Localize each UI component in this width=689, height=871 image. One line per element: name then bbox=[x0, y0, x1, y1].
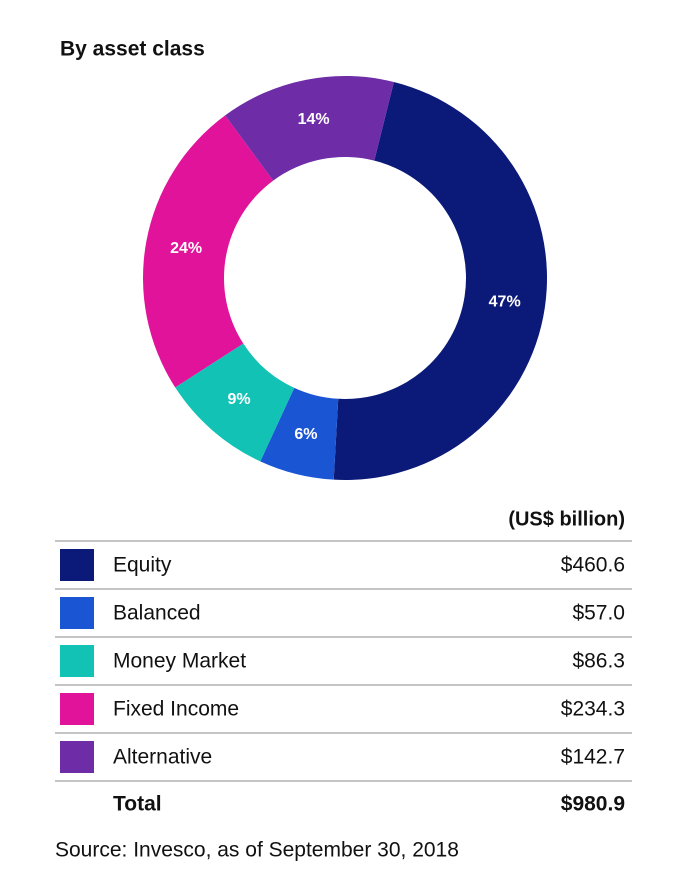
legend-swatch bbox=[60, 645, 94, 677]
total-amount: $980.9 bbox=[561, 793, 625, 816]
amount: $234.3 bbox=[561, 698, 625, 721]
amount: $460.6 bbox=[561, 554, 625, 577]
legend-swatch bbox=[60, 741, 94, 773]
legend-swatch bbox=[60, 549, 94, 581]
amount: $142.7 bbox=[561, 746, 625, 769]
total-label: Total bbox=[113, 793, 162, 816]
slice-label: 6% bbox=[294, 426, 317, 443]
legend-label: Equity bbox=[113, 554, 172, 577]
legend-swatch bbox=[60, 693, 94, 725]
legend-label: Alternative bbox=[113, 746, 212, 769]
legend-swatch bbox=[60, 597, 94, 629]
slice-label: 9% bbox=[227, 391, 250, 408]
legend-label: Balanced bbox=[113, 602, 201, 625]
source-note: Source: Invesco, as of September 30, 201… bbox=[55, 839, 459, 862]
slice-label: 14% bbox=[298, 111, 330, 128]
legend-label: Money Market bbox=[113, 650, 246, 673]
chart-title: By asset class bbox=[60, 38, 205, 61]
donut-slice bbox=[175, 343, 295, 462]
donut-slice bbox=[143, 115, 274, 388]
slice-label: 47% bbox=[489, 293, 521, 310]
unit-label: (US$ billion) bbox=[508, 508, 625, 530]
donut-slice bbox=[225, 76, 394, 181]
legend-label: Fixed Income bbox=[113, 698, 239, 721]
donut-slice bbox=[333, 82, 547, 481]
slice-label: 24% bbox=[170, 240, 202, 257]
donut-slice bbox=[260, 387, 339, 480]
amount: $86.3 bbox=[572, 650, 625, 673]
amount: $57.0 bbox=[572, 602, 625, 625]
